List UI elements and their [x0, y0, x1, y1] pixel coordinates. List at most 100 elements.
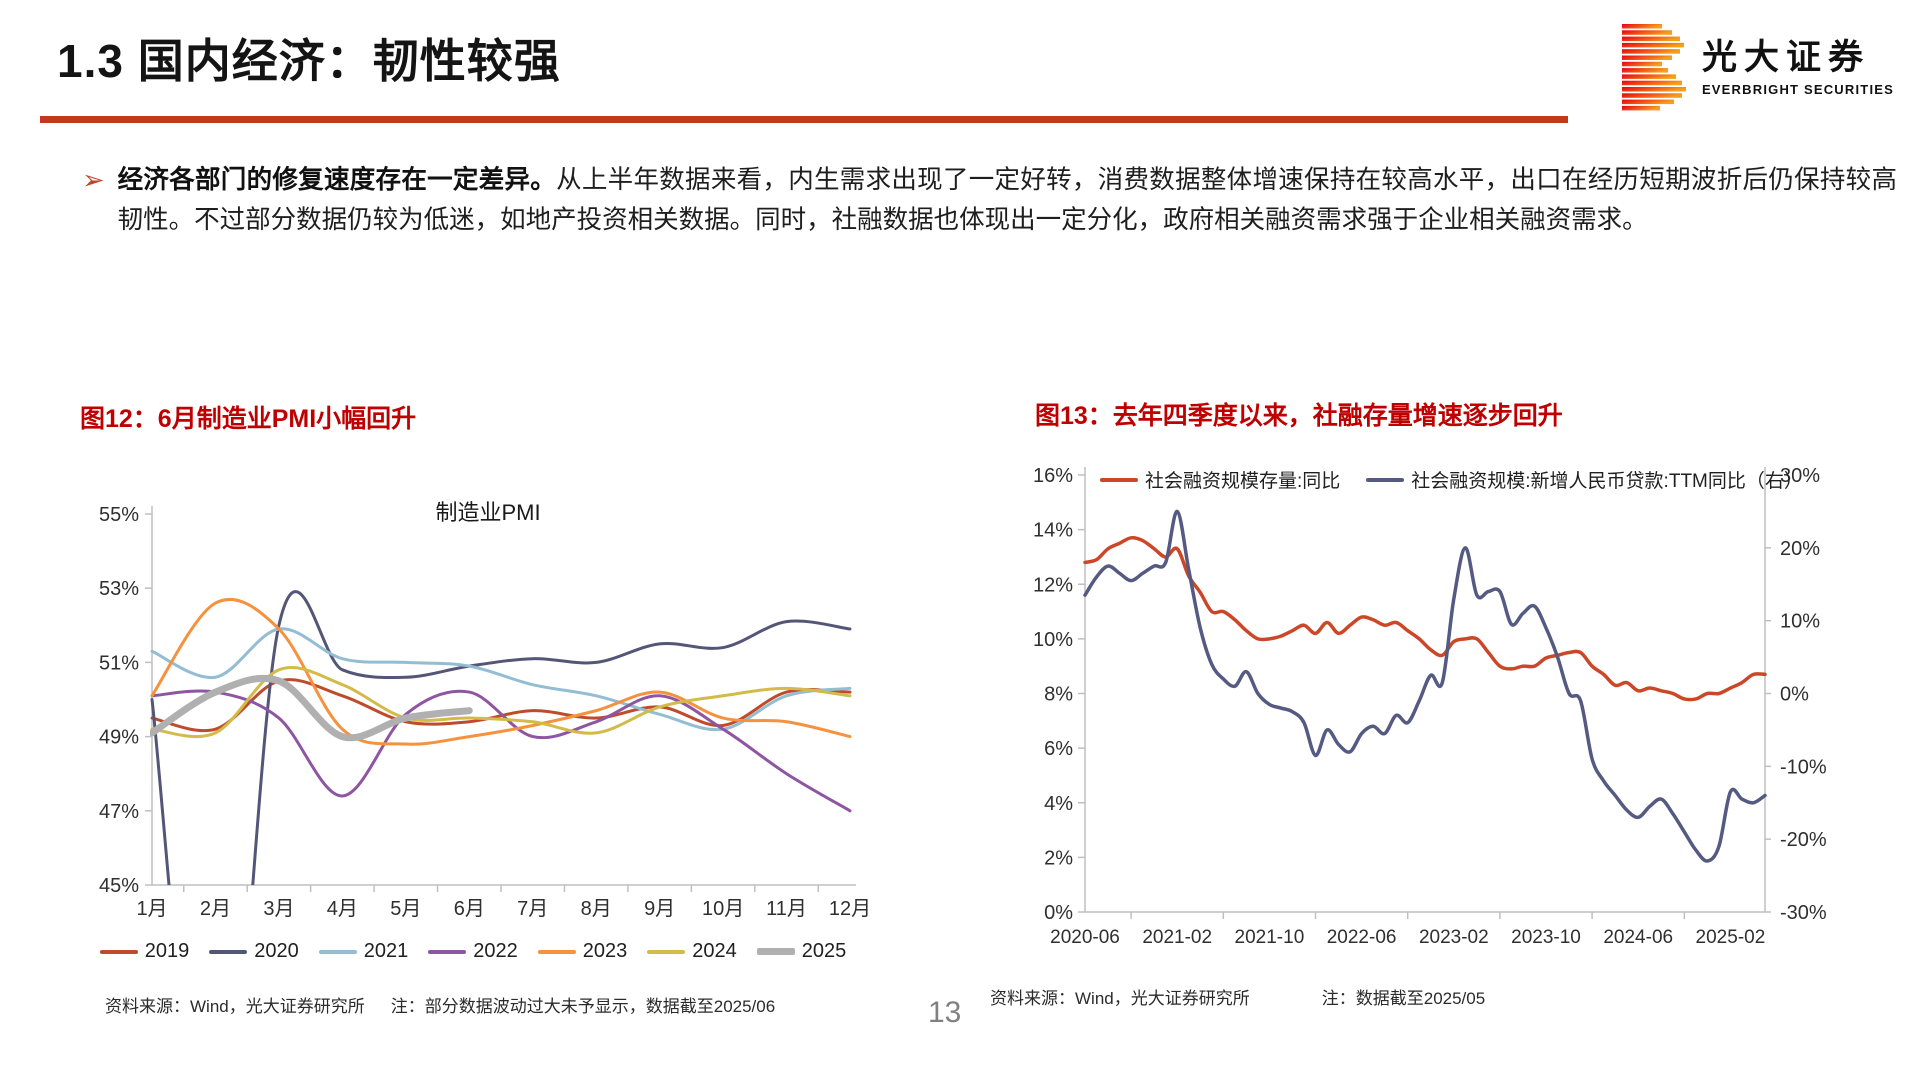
svg-text:30%: 30%	[1780, 465, 1820, 487]
svg-text:16%: 16%	[1033, 465, 1073, 487]
svg-text:2020-06: 2020-06	[1050, 927, 1120, 948]
svg-text:2021-02: 2021-02	[1142, 927, 1212, 948]
page-title: 1.3 国内经济：韧性较强	[57, 35, 561, 87]
svg-text:14%: 14%	[1033, 520, 1073, 542]
fig13-legend-label: 社会融资规模存量:同比	[1145, 471, 1341, 492]
logo-text-en: EVERBRIGHT SECURITIES	[1701, 81, 1894, 97]
svg-text:8月: 8月	[581, 898, 612, 920]
fig12-legend-swatch	[647, 949, 686, 954]
svg-text:2021-10: 2021-10	[1235, 927, 1305, 948]
fig12-legend-item-2024: 2024	[647, 940, 737, 963]
fig13-source-text: 资料来源：Wind，光大证券研究所	[990, 989, 1250, 1008]
fig12-legend-swatch	[99, 949, 138, 954]
fig12-legend-swatch	[428, 949, 467, 954]
svg-text:-20%: -20%	[1780, 829, 1827, 851]
pmi-line-chart: 45% 47% 49% 51% 53% 55% 1月 2月 3月 4月 5月 6月 7月 8月 9月 10月 1…	[99, 500, 868, 920]
svg-text:4月: 4月	[327, 898, 358, 920]
pmi-series-2025	[150, 674, 473, 742]
pmi-series-2021	[150, 627, 852, 732]
fig12-legend-item-2021: 2021	[318, 940, 409, 963]
summary-bullet: ➢ 经济各部门的修复速度存在一定差异。从上半年数据来看，内生需求出现了一定好转，…	[82, 160, 1897, 240]
svg-text:8%: 8%	[1044, 684, 1073, 706]
svg-text:2023-02: 2023-02	[1419, 927, 1489, 948]
svg-text:-30%: -30%	[1780, 902, 1827, 924]
fig12-legend-item-2025: 2025	[756, 940, 847, 963]
pmi-series-2023	[150, 597, 852, 746]
fig12-title: 图12：6月制造业PMI小幅回升	[80, 405, 417, 433]
svg-text:45%: 45%	[99, 875, 139, 897]
fig12-legend-label: 2020	[254, 940, 299, 962]
fig13-title: 图13：去年四季度以来，社融存量增速逐步回升	[1035, 402, 1563, 430]
fig12-legend: 2019 2020 2021 2022 2023 2024 2025	[78, 940, 868, 963]
svg-text:51%: 51%	[99, 652, 139, 674]
fig12-legend-item-2023: 2023	[537, 940, 628, 963]
svg-text:2%: 2%	[1044, 847, 1073, 869]
everbright-logo: 光大证券 EVERBRIGHT SECURITIES	[1621, 24, 1894, 112]
bullet-arrow-icon: ➢	[82, 165, 105, 195]
fig12-legend-swatch	[318, 949, 357, 954]
svg-text:2025-02: 2025-02	[1696, 927, 1766, 948]
summary-text-rest: 从上半年数据来看，内生需求出现了一定好转，消费数据整体增速保持在较高水平，出口在…	[117, 166, 1897, 234]
fig13-source: 资料来源：Wind，光大证券研究所 注：数据截至2025/05	[990, 984, 1485, 1009]
svg-text:9月: 9月	[644, 898, 675, 920]
pmi-series-2020	[150, 590, 852, 885]
summary-text-bold: 经济各部门的修复速度存在一定差异。	[117, 166, 557, 194]
svg-text:10月: 10月	[702, 898, 744, 920]
fig13-legend-item-社会融资规模:新增人民币贷款:TTM同比（右）: 社会融资规模:新增人民币贷款:TTM同比（右）	[1366, 466, 1803, 493]
fig13-note-text: 注：数据截至2025/05	[1321, 989, 1486, 1008]
fig12-legend-label: 2023	[582, 940, 628, 962]
fig12-legend-label: 2019	[144, 940, 190, 962]
fig12-legend-item-2020: 2020	[209, 940, 299, 963]
fig13-legend-swatch	[1100, 477, 1138, 482]
svg-text:0%: 0%	[1780, 684, 1809, 706]
social-financing-line-chart: 0% 2% 4% 6% 8% 10% 12% 14% 16% -30% -20% -10% 0% 10% 2…	[1033, 465, 1827, 948]
fig12-legend-label: 2025	[801, 940, 847, 962]
svg-text:11月: 11月	[766, 898, 807, 920]
fig12-legend-item-2019: 2019	[99, 940, 190, 963]
fig13-legend-item-社会融资规模存量:同比: 社会融资规模存量:同比	[1100, 466, 1340, 493]
pmi-series-2022	[150, 689, 852, 813]
fig12-legend-swatch	[756, 948, 795, 955]
svg-text:3月: 3月	[263, 898, 294, 920]
fig12-legend-item-2022: 2022	[428, 940, 518, 963]
fig12-source: 资料来源：Wind，光大证券研究所 注：部分数据波动过大未予显示，数据截至202…	[105, 992, 775, 1017]
svg-text:2022-06: 2022-06	[1327, 927, 1397, 948]
svg-text:53%: 53%	[99, 578, 139, 600]
svg-text:2月: 2月	[200, 898, 231, 920]
logo-text-cn: 光大证券	[1701, 38, 1870, 78]
fig13-legend-swatch	[1366, 477, 1405, 482]
title-divider	[40, 116, 1568, 123]
svg-text:47%: 47%	[99, 801, 139, 823]
fig12-legend-swatch	[209, 949, 248, 954]
svg-text:2023-10: 2023-10	[1511, 927, 1581, 948]
svg-text:制造业PMI: 制造业PMI	[435, 500, 540, 525]
svg-text:49%: 49%	[99, 727, 139, 749]
svg-text:20%: 20%	[1780, 538, 1820, 560]
fig12-source-text: 资料来源：Wind，光大证券研究所	[105, 997, 365, 1016]
everbright-logo-icon	[1621, 24, 1686, 111]
svg-text:10%: 10%	[1033, 629, 1073, 651]
svg-text:6月: 6月	[454, 898, 485, 920]
summary-text: 经济各部门的修复速度存在一定差异。从上半年数据来看，内生需求出现了一定好转，消费…	[118, 160, 1897, 240]
svg-text:7月: 7月	[517, 898, 548, 920]
fig12-legend-label: 2021	[363, 940, 409, 962]
svg-text:5月: 5月	[390, 898, 421, 920]
svg-text:4%: 4%	[1044, 793, 1073, 815]
svg-text:55%: 55%	[99, 504, 139, 526]
svg-text:2024-06: 2024-06	[1603, 927, 1673, 948]
fig12-legend-label: 2024	[692, 940, 737, 962]
fig12-legend-label: 2022	[473, 940, 518, 962]
fig13-legend-label: 社会融资规模:新增人民币贷款:TTM同比（右）	[1411, 471, 1803, 492]
svg-text:0%: 0%	[1044, 902, 1073, 924]
svg-text:6%: 6%	[1044, 738, 1073, 760]
pmi-series-2019	[150, 678, 852, 732]
fig12-note-text: 注：部分数据波动过大未予显示，数据截至2025/06	[390, 997, 776, 1016]
svg-text:10%: 10%	[1780, 611, 1820, 633]
svg-text:1月: 1月	[136, 898, 167, 920]
fig13-legend: 社会融资规模存量:同比 社会融资规模:新增人民币贷款:TTM同比（右）	[1100, 466, 1803, 493]
page-number: 13	[928, 996, 962, 1029]
svg-text:12%: 12%	[1033, 574, 1073, 596]
fig12-legend-swatch	[537, 949, 576, 954]
svg-text:-10%: -10%	[1780, 756, 1827, 778]
